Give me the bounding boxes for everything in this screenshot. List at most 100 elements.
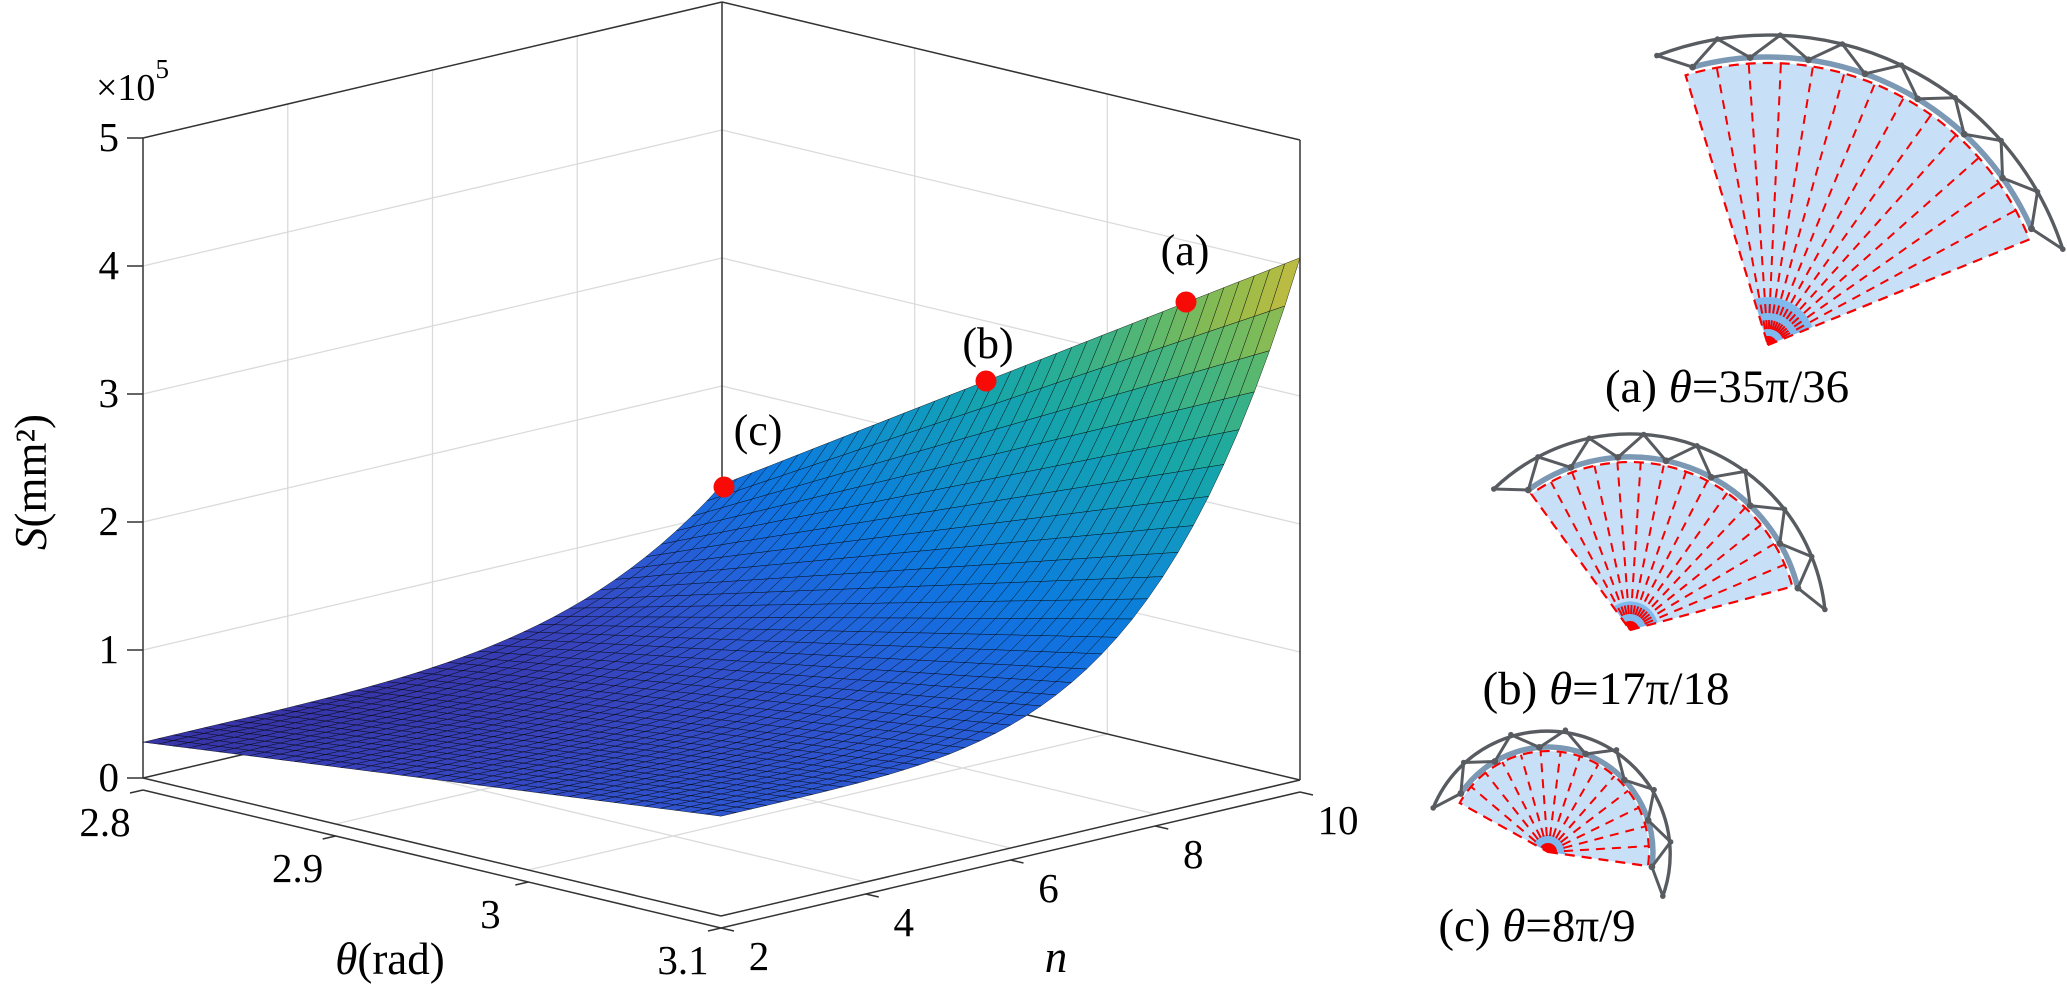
x-axis-tick [129,789,144,794]
marked-point-c [713,476,735,498]
marked-points [713,291,1197,498]
truss-joint [1689,63,1696,71]
tick-label: 6 [1038,865,1059,911]
fan-dashed-radius [1629,563,1786,631]
fan-sector-apex-shade [1754,297,1813,345]
truss-diagram-b [1491,431,1828,632]
truss-joint [1654,52,1660,59]
truss-joint [1460,759,1467,766]
caption-panel-a: (a) θ=35π/36 [1605,361,1849,413]
truss-diagram-c [1430,727,1674,899]
fan-dashed-radius [1470,785,1549,853]
truss-joint [1861,70,1869,78]
truss-joint [1794,584,1802,592]
truss-joint [1914,95,1922,103]
truss-joint [1694,443,1700,449]
z-axis-label: S(mm²) [6,414,56,550]
fan-dashed-radius [1519,754,1549,853]
fan-dashed-radius [1547,825,1646,853]
truss-diagrams [1430,32,2066,899]
tick-label: 8 [1183,831,1204,877]
y-axis-tick [1010,859,1024,864]
truss-joint [1660,893,1666,899]
surface-mesh [142,257,1301,817]
fan-dashed-radius [1501,761,1549,853]
tick-label: 10 [1318,797,1359,843]
fan-dashed-radius [1629,542,1775,631]
fan-dashed-radius [1571,471,1631,631]
tick-label: 2.9 [272,845,323,891]
truss-joint [1586,435,1592,442]
truss-joint [1491,758,1499,765]
fan-dashed-radius [1547,775,1616,853]
truss-joint [1613,747,1620,753]
point-label-c: (c) [734,406,783,455]
axis-box-edge [721,1,1301,141]
y-axis-tick [1299,791,1314,796]
truss-joint [1777,32,1783,38]
point-label-b: (b) [962,319,1013,368]
truss-joint [1535,454,1541,460]
x-axis-tick [322,835,336,840]
x-axis-label: θ(rad) [335,934,445,984]
fan-dashed-radius [1539,751,1549,853]
truss-joint [1582,750,1589,758]
fan-dashed-radius [1547,751,1562,853]
truss-joint [1662,457,1670,465]
tick-label: 3 [99,370,120,416]
axis-box-edge [720,779,1301,917]
fan-dashed-radius [1629,462,1642,631]
fan-dashed-radius [1629,492,1729,631]
truss-joint [1746,54,1754,61]
tick-label: 2 [99,498,120,544]
fan-dashed-radius [1547,806,1640,853]
tick-label: 2.8 [79,799,130,845]
axis-box-edge [142,1,723,139]
fan-dashed-radius [1547,763,1600,853]
marked-point-b [975,370,997,392]
truss-joint [1839,41,1846,47]
fan-dashed-radius [1547,789,1629,853]
grid-line-right-wall-s [721,129,1301,269]
truss-joint [2060,246,2066,252]
grid-line-floor-theta [528,733,1108,871]
truss-joint [1999,174,2006,182]
caption-panel-b: (b) θ=17π/18 [1483,663,1730,715]
tick-label: 4 [894,899,915,945]
truss-joint [1898,62,1905,68]
truss-joint [2028,225,2035,233]
caption-panel-c: (c) θ=8π/9 [1438,900,1635,952]
fan-dashed-radius [1616,462,1631,631]
truss-joint [1508,731,1514,738]
fan-dashed-radius [1593,465,1631,631]
truss-joint [1960,130,1968,138]
truss-joint [1562,727,1569,733]
truss-joint [1430,805,1436,811]
x-axis-tick [515,881,529,886]
truss-joint [1621,776,1628,784]
tick-label: 0 [99,754,120,800]
y-axis-label: n [1045,932,1068,982]
fan-dashed-radius [1484,772,1549,853]
x-axis-ruler [142,789,722,929]
figure-text: ×105 S(mm²) θ(rad) n (a) (b) (c) (a) θ=3… [6,54,1849,984]
truss-joint [1707,473,1715,481]
truss-joint [1648,863,1656,871]
fan-dashed-radius [1629,471,1688,631]
truss-joint [1651,786,1657,793]
axis-box-edge [142,777,722,917]
fan-dashed-radius [1550,481,1631,631]
truss-joint [1614,454,1622,461]
fan-dashed-radius [1547,845,1649,853]
truss-joint [1746,502,1754,509]
marked-point-a [1175,291,1197,313]
z-axis-multiplier: ×105 [96,54,169,109]
tick-label: 3 [480,891,501,937]
truss-joint [1714,36,1721,42]
fan-sector-fill [1531,462,1793,630]
tick-label: 3.1 [657,937,708,983]
tick-label: 4 [99,242,120,288]
truss-joint [1457,790,1465,797]
